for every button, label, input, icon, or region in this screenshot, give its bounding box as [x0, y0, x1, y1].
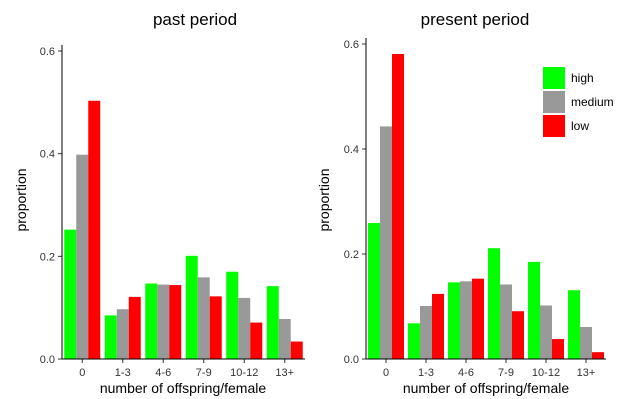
present-period-bar-high-13+: [568, 290, 580, 359]
past-period-y-axis-label: proportion: [13, 168, 29, 231]
present-period-title: present period: [421, 10, 530, 29]
past-period-bar-low-0: [88, 100, 101, 359]
present-period-bar-low-0: [392, 53, 404, 359]
present-period-bar-low-7-9: [512, 311, 524, 359]
past-period-bar-low-4-6: [169, 285, 182, 359]
present-period-panel: present period proportion number of offs…: [316, 10, 614, 396]
past-period-x-tick-label: 7-9: [196, 367, 212, 379]
past-period-x-tick-label: 13+: [275, 367, 294, 379]
past-period-bar-high-10-12: [226, 271, 239, 359]
present-period-bar-high-4-6: [448, 282, 460, 359]
present-period-bar-medium-1-3: [420, 305, 432, 359]
past-period-y-tick-label: 0.2: [40, 251, 55, 263]
legend-swatch-low: [543, 115, 565, 137]
legend-swatch-high: [543, 67, 565, 89]
present-period-bar-high-10-12: [528, 261, 540, 360]
present-period-x-tick-label: 13+: [577, 367, 596, 379]
past-period-bar-low-1-3: [128, 296, 141, 359]
present-period-x-axis-label: number of offspring/female: [403, 380, 569, 396]
past-period-y-tick-label: 0.6: [40, 46, 55, 58]
past-period-panel: past period proportion number of offspri…: [13, 10, 305, 396]
past-period-bar-low-7-9: [209, 296, 222, 359]
present-period-y-tick-label: 0.0: [344, 354, 359, 366]
past-period-plot-area: 0 1-3 4-6 7-9 10-12 13+ 0.0 0.2 0.4 0.6: [40, 45, 305, 379]
present-period-y-tick-label: 0.2: [344, 249, 359, 261]
past-period-bar-medium-13+: [278, 318, 291, 359]
past-period-bar-medium-7-9: [197, 277, 210, 359]
present-period-bar-medium-7-9: [500, 284, 512, 359]
past-period-bar-high-7-9: [185, 255, 198, 359]
present-period-bar-low-13+: [592, 352, 604, 359]
present-period-bar-high-7-9: [488, 248, 500, 359]
present-period-x-tick-label: 10-12: [532, 367, 560, 379]
present-period-bar-low-4-6: [472, 278, 484, 359]
past-period-bar-low-10-12: [250, 322, 263, 359]
present-period-plot-area: 0 1-3 4-6 7-9 10-12 13+ 0.0 0.2 0.4 0.6: [344, 38, 606, 379]
present-period-bar-medium-4-6: [460, 281, 472, 359]
past-period-bar-medium-0: [76, 154, 89, 359]
present-period-y-axis-label: proportion: [316, 168, 332, 231]
legend-label-high: high: [571, 71, 594, 85]
past-period-bar-medium-1-3: [116, 309, 129, 359]
present-period-bar-high-0: [368, 223, 380, 359]
past-period-x-axis-label: number of offspring/female: [100, 380, 266, 396]
present-period-bar-low-1-3: [432, 293, 444, 359]
legend-label-low: low: [571, 119, 589, 133]
present-period-x-tick-label: 1-3: [418, 367, 434, 379]
present-period-bar-high-1-3: [408, 323, 420, 359]
past-period-bar-high-13+: [266, 286, 279, 359]
legend-swatch-medium: [543, 91, 565, 113]
past-period-x-tick-label: 10-12: [230, 367, 258, 379]
past-period-bar-medium-4-6: [157, 284, 170, 359]
past-period-bar-medium-10-12: [238, 297, 251, 359]
present-period-bar-medium-10-12: [540, 305, 552, 359]
legend: high medium low: [543, 67, 614, 137]
present-period-x-tick-label: 4-6: [458, 367, 474, 379]
past-period-x-tick-label: 1-3: [115, 367, 131, 379]
legend-label-medium: medium: [571, 95, 614, 109]
past-period-bar-low-13+: [290, 341, 303, 359]
present-period-y-tick-label: 0.6: [344, 39, 359, 51]
past-period-y-tick-label: 0.0: [40, 354, 55, 366]
past-period-bar-high-4-6: [145, 283, 158, 359]
present-period-x-tick-label: 7-9: [498, 367, 514, 379]
present-period-y-tick-label: 0.4: [344, 144, 359, 156]
past-period-x-tick-label: 4-6: [155, 367, 171, 379]
past-period-y-tick-label: 0.4: [40, 149, 55, 161]
present-period-bar-medium-0: [380, 126, 392, 359]
present-period-bar-low-10-12: [552, 339, 564, 359]
past-period-bar-high-0: [64, 229, 77, 359]
present-period-bar-medium-13+: [580, 326, 592, 359]
past-period-title: past period: [153, 10, 237, 29]
past-period-bar-high-1-3: [104, 315, 117, 359]
present-period-x-tick-label: 0: [383, 367, 389, 379]
past-period-x-tick-label: 0: [79, 367, 85, 379]
